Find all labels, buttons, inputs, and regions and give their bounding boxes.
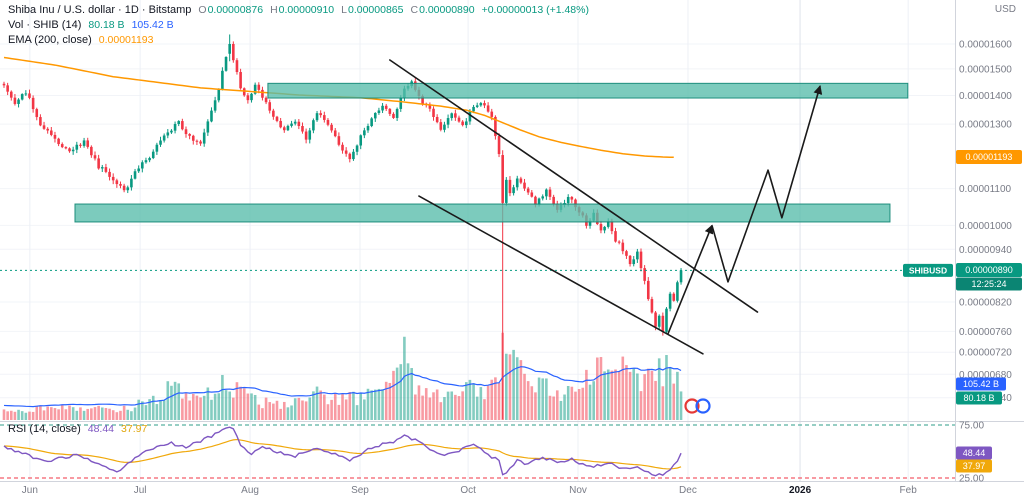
rsi-pane [0,424,955,479]
ohlc-low: L 0.00000865 [341,4,403,16]
volume-study-row: Vol · SHIB (14) 80.18 B 105.42 B [8,19,589,34]
high-label: H [270,4,278,16]
time-tick-label: Feb [900,485,918,496]
rsi-line[interactable] [3,426,682,477]
ema-study-label[interactable]: EMA (200, close) [8,34,92,46]
svg-text:105.42 B: 105.42 B [963,379,999,389]
ohlc-high: H 0.00000910 [270,4,334,16]
trendline-2[interactable] [418,195,704,355]
rsi-study-label[interactable]: RSI (14, close) [8,423,81,435]
trendline-1[interactable] [389,59,759,313]
volume-ma-value: 105.42 B [131,19,174,31]
price-tick-label: 0.00000680 [959,370,1012,381]
close-label: C [410,4,419,16]
open-value: 0.00000876 [207,4,264,16]
volume-bars-layer [2,332,683,420]
time-tick-label: 2026 [789,485,812,496]
high-value: 0.00000910 [278,4,335,16]
legend-main: Shiba Inu / U.S. dollar · 1D · Bitstamp … [8,4,589,49]
svg-text:0.00001193: 0.00001193 [966,152,1013,162]
price-tick-label: 0.00001600 [959,40,1012,51]
legend-rsi: RSI (14, close) 48.44 37.97 [8,423,147,438]
svg-text:SHIBUSD: SHIBUSD [909,265,947,275]
price-tick-label: 0.00000940 [959,245,1012,256]
gridlines [0,0,955,481]
countdown-badge[interactable]: 12:25:24 [956,277,1022,291]
svg-text:12:25:24: 12:25:24 [971,279,1006,289]
rsi-tick-label: 75.00 [959,421,984,432]
volume-ma-line [3,366,682,408]
rsi-ma-badge[interactable]: 37.97 [956,459,992,473]
time-tick-label: Jun [22,485,38,496]
axis-currency-label[interactable]: USD [994,4,1016,15]
rsi-current-value: 48.44 [87,423,115,435]
supply-zone[interactable] [267,82,909,99]
ema-study-row: EMA (200, close) 0.00001193 [8,34,589,49]
ema-value-badge[interactable]: 0.00001193 [956,150,1022,164]
price-tick-label: 0.00001000 [959,221,1012,232]
projection-arrow-1[interactable] [667,224,714,335]
time-tick-label: Oct [460,485,476,496]
pane-separators [0,0,1024,482]
price-tick-label: 0.00000760 [959,327,1012,338]
svg-text:0.00000890: 0.00000890 [965,265,1013,275]
time-axis[interactable]: Jun Jul Aug Sep Oct Nov Dec 2026 Feb [22,485,917,496]
price-tick-label: 0.00001300 [959,120,1012,131]
rsi-badge[interactable]: 48.44 [956,446,992,460]
price-axis[interactable]: 0.00001600 0.00001500 0.00001400 0.00001300… [903,40,1022,485]
symbol-row: Shiba Inu / U.S. dollar · 1D · Bitstamp … [8,4,589,19]
rsi-study-row: RSI (14, close) 48.44 37.97 [8,423,147,438]
price-tick-label: 0.00000720 [959,348,1012,359]
time-tick-label: Sep [351,485,369,496]
volume-ma-badge[interactable]: 105.42 B [956,377,1006,391]
low-label: L [341,4,347,16]
change-value: +0.00000013 (+1.48%) [481,4,589,16]
volume-current-value: 80.18 B [88,19,125,31]
drawings-layer[interactable] [389,59,823,355]
open-label: O [198,4,207,16]
price-tick-label: 0.00001100 [959,184,1012,195]
projection-arrow-2[interactable] [711,85,823,283]
symbol-title[interactable]: Shiba Inu / U.S. dollar · 1D · Bitstamp [8,4,192,16]
symbol-price-pill: SHIBUSD [903,263,953,277]
close-value: 0.00000890 [419,4,475,16]
time-tick-label: Aug [241,485,259,496]
last-price-badge[interactable]: 0.00000890 [956,263,1022,277]
volume-badge[interactable]: 80.18 B [956,391,1002,405]
rsi-tick-label: 25.00 [959,474,984,485]
time-tick-label: Dec [679,485,697,496]
ohlc-open: O 0.00000876 [198,4,263,16]
rsi-ma-line [3,438,682,470]
zones-layer [74,82,909,223]
svg-text:37.97: 37.97 [963,461,986,471]
rsi-ma-value: 37.97 [121,423,148,435]
ema-current-value: 0.00001193 [98,34,154,46]
low-value: 0.00000865 [348,4,404,16]
price-tick-label: 0.00001500 [959,64,1012,75]
svg-text:48.44: 48.44 [963,448,986,458]
price-tick-label: 0.00000820 [959,298,1012,309]
exchange-logo-icon [684,398,711,414]
time-tick-label: Jul [134,485,147,496]
time-tick-label: Nov [569,485,587,496]
price-tick-label: 0.00001400 [959,91,1012,102]
demand-zone[interactable] [74,203,891,223]
ohlc-close: C 0.00000890 [410,4,474,16]
svg-text:80.18 B: 80.18 B [963,393,994,403]
volume-study-label[interactable]: Vol · SHIB (14) [8,19,82,31]
